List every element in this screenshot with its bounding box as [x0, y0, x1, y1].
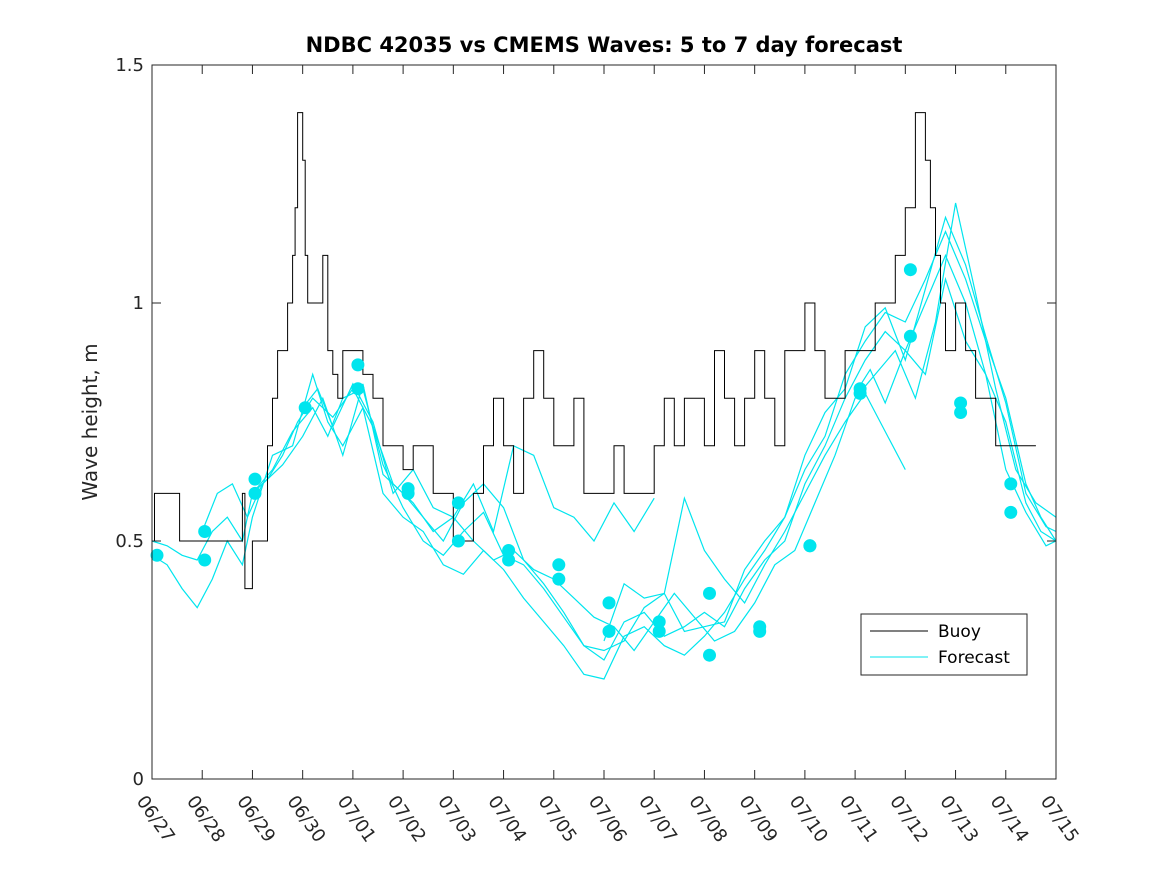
forecast-marker [602, 596, 616, 610]
forecast-marker [652, 624, 666, 638]
forecast-marker [351, 382, 365, 396]
legend: Buoy Forecast [860, 613, 1028, 676]
forecast-marker [552, 572, 566, 586]
forecast-marker [1004, 477, 1018, 491]
forecast-marker [552, 558, 566, 572]
forecast-markers [150, 263, 1018, 662]
y-tick-label: 0 [133, 769, 144, 790]
forecast-marker [198, 525, 212, 538]
buoy-line [152, 112, 1036, 590]
forecast-marker [652, 615, 666, 629]
forecast-marker [703, 586, 716, 600]
forecast-line [251, 202, 1057, 652]
forecast-marker [954, 406, 968, 419]
forecast-marker [703, 648, 716, 662]
y-axis-label: Wave height, m [78, 343, 102, 500]
forecast-marker [502, 553, 516, 567]
forecast-marker [954, 396, 968, 410]
forecast-marker [903, 329, 917, 343]
forecast-line [302, 382, 655, 543]
forecast-marker [602, 624, 616, 638]
forecast-marker [502, 544, 516, 557]
forecast-line [603, 392, 906, 642]
y-tick-label: 1 [133, 293, 144, 314]
chart-title: NDBC 42035 vs CMEMS Waves: 5 to 7 day fo… [306, 33, 903, 57]
legend-box [860, 613, 1028, 676]
forecast-marker [753, 624, 767, 638]
forecast-marker [298, 401, 312, 415]
forecast-marker [903, 263, 917, 277]
forecast-line [151, 230, 1057, 680]
buoy-series [152, 112, 1036, 590]
forecast-marker [1004, 505, 1018, 519]
forecast-marker [351, 358, 365, 372]
legend-forecast-label: Forecast [938, 648, 1010, 668]
forecast-marker [150, 548, 164, 562]
forecast-marker [248, 486, 262, 500]
legend-buoy-label: Buoy [938, 622, 981, 642]
forecast-marker [853, 386, 867, 400]
forecast-marker [803, 539, 817, 553]
y-axis: 0 0.5 1 1.5 [115, 55, 1056, 790]
y-tick-label: 0.5 [115, 531, 144, 552]
y-tick-label: 1.5 [115, 55, 144, 76]
forecast-marker [198, 553, 212, 567]
forecast-marker [451, 496, 465, 510]
forecast-marker [401, 486, 415, 500]
forecast-marker [451, 534, 465, 548]
forecast-marker [248, 472, 262, 486]
